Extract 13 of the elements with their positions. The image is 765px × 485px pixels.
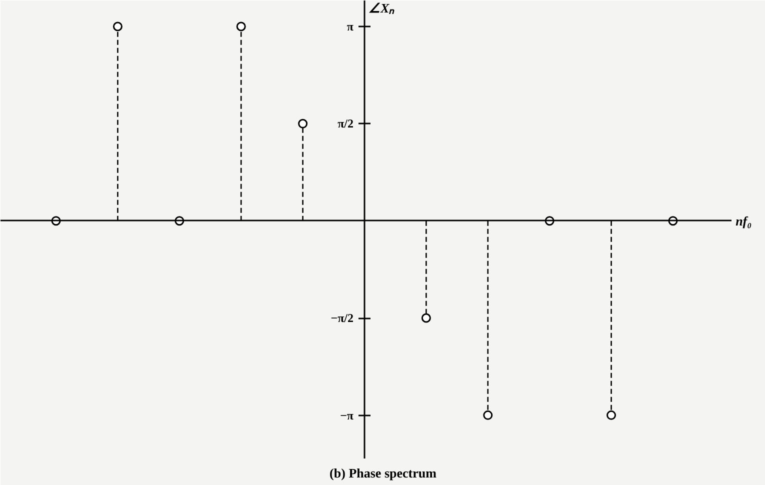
y-tick-label: −π — [340, 408, 354, 422]
point — [483, 410, 493, 420]
point — [606, 410, 616, 420]
x-axis-title: nf₀ — [736, 213, 752, 228]
y-tick-label: −π/2 — [330, 311, 354, 326]
point — [236, 22, 246, 32]
point — [421, 313, 431, 323]
y-axis-title: ∠Xₙ — [368, 0, 396, 16]
text: (b) Phase spectrum — [330, 466, 437, 480]
point — [112, 22, 122, 32]
y-tick-label: π/2 — [338, 116, 354, 131]
point — [298, 118, 308, 128]
y-tick-label: π — [346, 19, 354, 34]
